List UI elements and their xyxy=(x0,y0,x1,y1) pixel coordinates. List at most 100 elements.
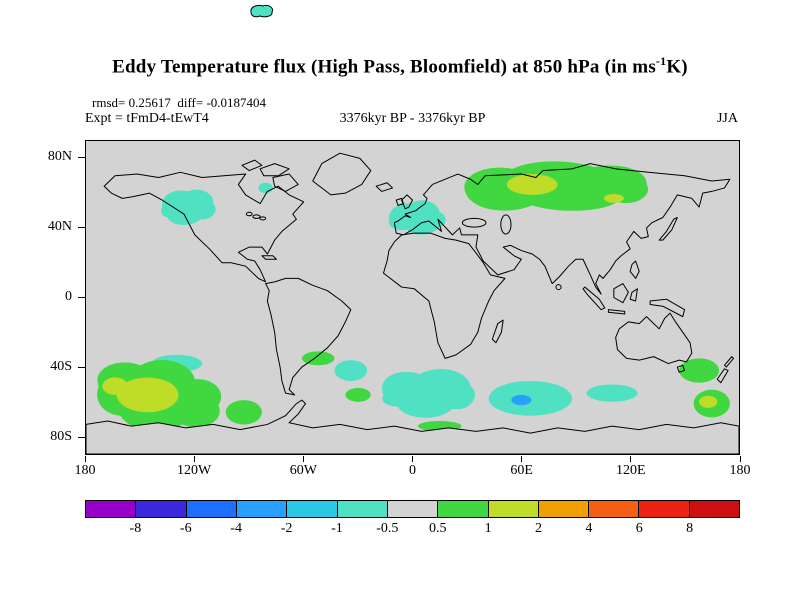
title-superscript: -1 xyxy=(655,54,667,68)
anomaly-patch-bellingshausen xyxy=(225,400,262,425)
lat-tick-mark xyxy=(78,437,85,438)
anomaly-patch-north-america xyxy=(161,189,216,225)
stats-line: rmsd= 0.25617 diff= -0.0187404 xyxy=(92,95,267,110)
coastline-iceland xyxy=(376,183,392,192)
stray-blob-shape xyxy=(250,4,273,18)
world-map-svg xyxy=(86,141,739,454)
colorbar-cell xyxy=(638,501,689,517)
coastline-south-america xyxy=(266,278,351,395)
lon-tick-label: 120E xyxy=(616,463,646,478)
colorbar-cell xyxy=(688,501,740,517)
anomaly-patch-se-pacific-core xyxy=(116,377,179,413)
great-lake-2 xyxy=(253,215,260,218)
coastline-borneo xyxy=(614,284,629,303)
colorbar-cell xyxy=(135,501,186,517)
colorbar-tick-label: -4 xyxy=(230,521,242,536)
coastline-antarctica xyxy=(86,400,739,454)
lat-tick-label: 0 xyxy=(65,288,72,304)
coastline-australia xyxy=(616,313,692,363)
coastline-sulawesi xyxy=(630,289,637,301)
coastline-madagascar xyxy=(492,320,503,343)
colorbar-tick-label: 0.5 xyxy=(428,521,447,536)
title-text-end: K) xyxy=(666,56,688,78)
anomaly-patch-southern-ocean-100e xyxy=(586,384,638,402)
coastline-sumatra xyxy=(583,287,605,310)
anomaly-patches xyxy=(97,161,730,432)
lon-tick-mark xyxy=(302,456,304,462)
coastline-arctic-island-2 xyxy=(242,160,262,170)
coastline-ireland xyxy=(396,198,403,205)
lat-tick-mark xyxy=(78,227,85,228)
lat-tick-label: 80N xyxy=(47,148,72,164)
colorbar-tick-label: 2 xyxy=(534,521,542,536)
black-sea xyxy=(462,218,486,227)
coastline-new-guinea xyxy=(650,299,684,316)
page-title: Eddy Temperature flux (High Pass, Bloomf… xyxy=(0,54,800,78)
great-lake-3 xyxy=(260,217,266,220)
lat-tick-label: 40S xyxy=(50,358,72,374)
colorbar-labels: -8 -6 -4 -2 -1 -0.5 0.5 1 2 4 6 8 xyxy=(85,521,740,539)
anomaly-patch-siberia-east-core xyxy=(603,194,624,203)
anomaly-patch-new-zealand-core xyxy=(699,395,718,408)
lon-tick-label: 0 xyxy=(409,463,416,478)
anomaly-patch-southern-indian-core xyxy=(511,394,532,406)
coastline-africa xyxy=(383,233,505,358)
lon-tick-mark xyxy=(630,456,632,462)
lon-tick-label: 60W xyxy=(289,463,317,478)
colorbar-cell xyxy=(86,501,136,517)
colorbar-cell xyxy=(235,501,287,517)
lon-tick-mark xyxy=(84,456,86,462)
colorbar-tick-label: -6 xyxy=(179,521,192,536)
colorbar-cell xyxy=(537,501,589,517)
colorbar-tick-label: -8 xyxy=(129,521,142,536)
colorbar-cell xyxy=(588,501,639,517)
lon-tick-mark xyxy=(521,456,523,462)
colorbar-cell xyxy=(185,501,236,517)
colorbar-tick-label: 4 xyxy=(585,521,593,536)
lon-tick-label: 180 xyxy=(74,463,96,478)
colorbar-cell xyxy=(336,501,387,517)
anomaly-patch-new-zealand-north xyxy=(679,358,720,383)
coastline-new-zealand-north xyxy=(724,357,733,367)
season-label: JJA xyxy=(716,111,738,126)
coastlines xyxy=(104,153,733,395)
colorbar-tick-label: -2 xyxy=(280,521,293,536)
colorbar-cell xyxy=(386,501,438,517)
lon-tick-mark xyxy=(193,456,195,462)
map-frame xyxy=(85,140,740,455)
latitude-axis: 80N 40N 0 40S 80S xyxy=(20,140,78,455)
coastline-tasmania xyxy=(677,365,684,372)
colorbar-tick-label: -1 xyxy=(331,521,343,536)
lon-tick-label: 120W xyxy=(177,463,212,478)
colorbar-cell xyxy=(437,501,488,517)
coastline-java xyxy=(608,310,624,314)
anomaly-patch-south-atlantic xyxy=(334,360,368,381)
lat-tick-label: 40N xyxy=(47,218,72,234)
lat-tick-mark xyxy=(78,297,85,298)
anomaly-patch-labrador xyxy=(258,182,273,194)
colorbar-tick-label: -0.5 xyxy=(376,521,399,536)
lon-tick-label: 60E xyxy=(510,463,533,478)
longitude-axis: 180 120W 60W 0 60E 120E 180 xyxy=(75,461,751,479)
lon-tick-label: 180 xyxy=(729,463,751,478)
coastline-arctic-island-1 xyxy=(260,164,289,176)
lat-tick-label: 80S xyxy=(50,428,72,444)
coastline-eurasia xyxy=(394,164,730,294)
colorbar-cell xyxy=(286,501,337,517)
great-lake-1 xyxy=(246,212,252,215)
anomaly-patch-se-pacific-core2 xyxy=(102,377,128,395)
lat-tick-mark xyxy=(78,157,85,158)
lat-tick-mark xyxy=(78,367,85,368)
anomaly-patch-europe xyxy=(388,200,446,235)
coastline-cuba xyxy=(262,256,277,259)
anomaly-patch-southern-ocean-atlantic xyxy=(382,369,475,418)
experiment-label: Expt = tFmD4-tEwT4 xyxy=(85,111,209,126)
coastline-japan xyxy=(659,218,677,241)
colorbar-tick-label: 8 xyxy=(686,521,694,536)
lon-tick-mark xyxy=(739,456,741,462)
coastline-greenland xyxy=(313,153,371,195)
colorbar-cell xyxy=(487,501,538,517)
title-text: Eddy Temperature flux (High Pass, Bloomf… xyxy=(112,56,656,78)
coastline-new-zealand-south xyxy=(717,369,728,383)
